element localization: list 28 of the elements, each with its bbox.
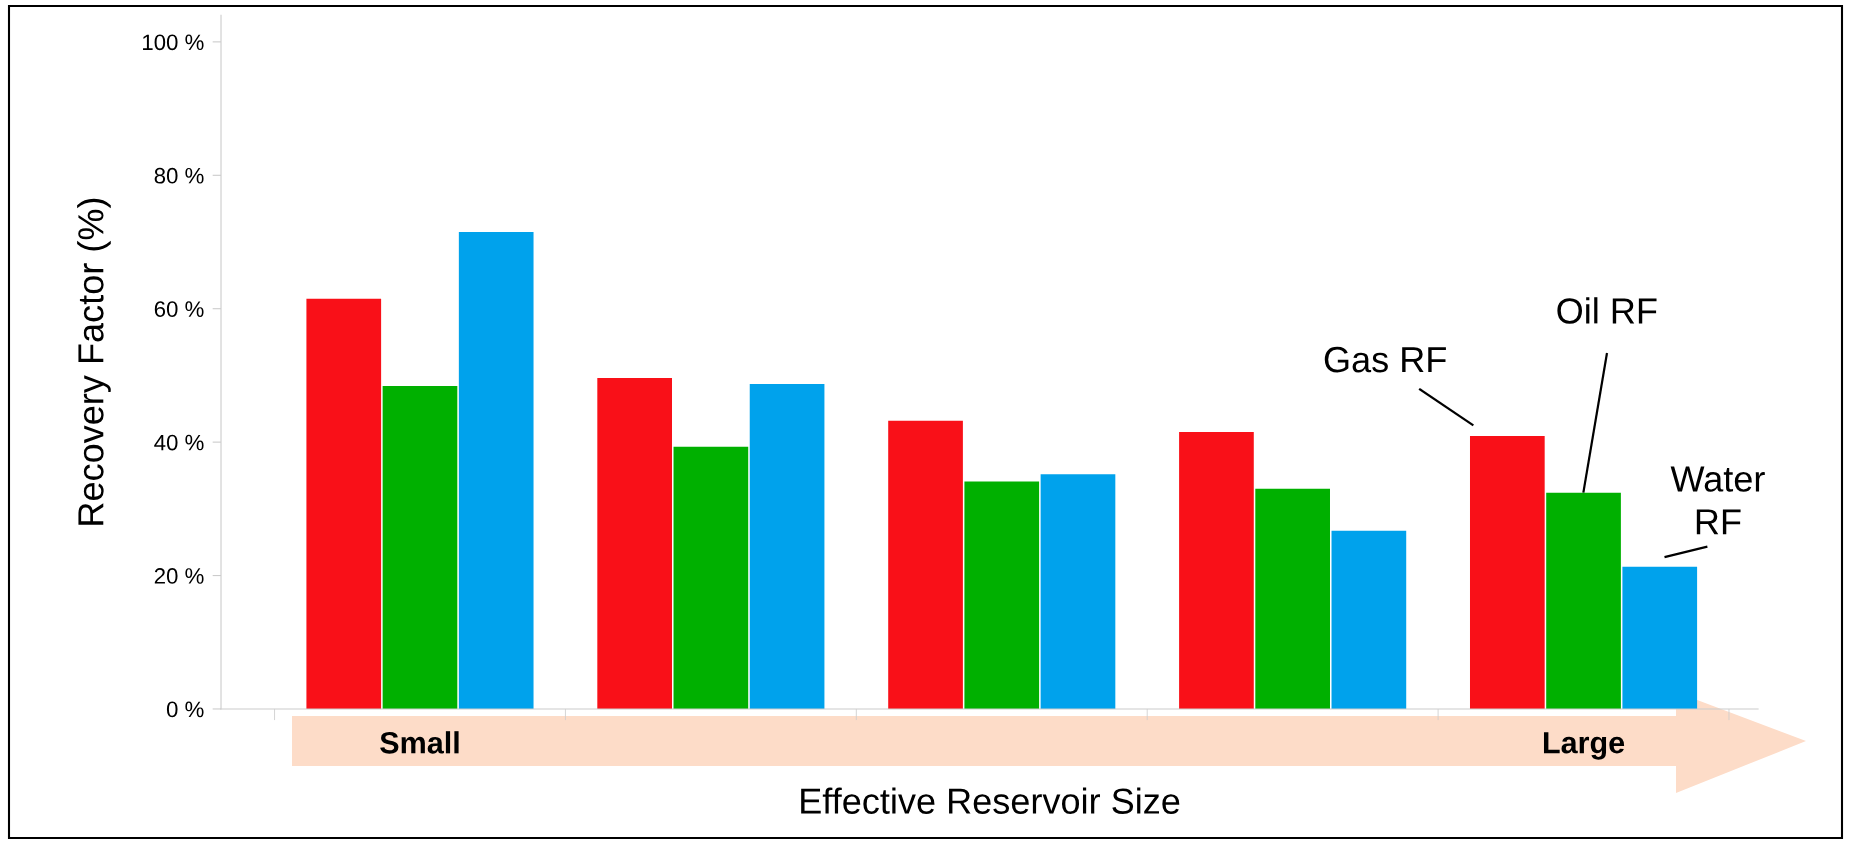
bar: [1546, 492, 1621, 709]
series-label: Gas RF: [1324, 346, 1446, 373]
bar: [382, 386, 458, 709]
bar: [673, 446, 749, 709]
bar: [1255, 488, 1330, 709]
bar: [888, 420, 963, 709]
x-tick-label: Large: [1543, 732, 1625, 760]
text: Oil RF: [1557, 297, 1657, 324]
y-axis-title: Recovery Factor (%): [77, 198, 111, 525]
x-axis-title: Effective Reservoir Size: [801, 787, 1180, 814]
y-tick-label: 0 %: [166, 701, 204, 718]
bar: [749, 384, 825, 709]
bar: [964, 481, 1040, 709]
y-tick-label: 20 %: [154, 568, 204, 584]
bar: [1622, 566, 1698, 709]
y-tick-label: 60 %: [154, 301, 204, 317]
y-tick-label: 80 %: [154, 167, 204, 184]
bar: [1469, 436, 1545, 709]
y-tick-label: 40 %: [154, 434, 204, 451]
bar: [458, 231, 534, 709]
bar: [597, 378, 672, 709]
bar: [306, 298, 382, 709]
y-tick-label: 100 %: [143, 34, 204, 51]
bar: [1179, 432, 1254, 709]
bar: [1040, 474, 1116, 709]
x-tick-label: Small: [380, 731, 459, 754]
series-label: Water RF: [1670, 466, 1765, 535]
bar: [1331, 530, 1407, 709]
